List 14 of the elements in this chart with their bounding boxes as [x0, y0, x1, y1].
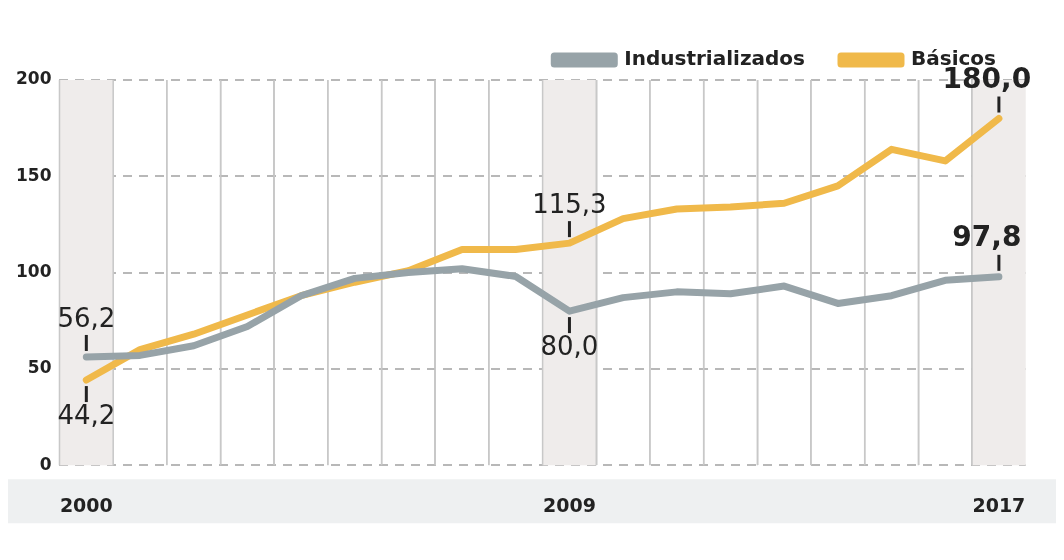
x-tick-label: 2009 [543, 493, 596, 516]
data-label: 97,8 [952, 220, 1022, 254]
x-tick-label: 2000 [59, 493, 113, 516]
y-tick-label: 100 [15, 261, 52, 282]
x-tick-label: 2017 [972, 493, 1026, 516]
data-label: 115,3 [532, 188, 607, 219]
y-tick-label: 50 [27, 357, 52, 378]
data-label: 56,2 [57, 302, 116, 333]
y-tick-label: 150 [15, 164, 52, 185]
y-tick-label: 0 [39, 453, 52, 474]
data-label: 80,0 [540, 330, 599, 361]
y-tick-label: 200 [15, 68, 52, 89]
data-label: 44,2 [57, 399, 116, 430]
legend-label: Industrializados [624, 46, 806, 71]
